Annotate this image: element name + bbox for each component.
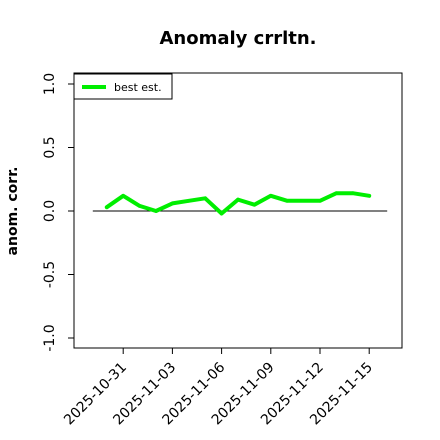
series-points (105, 191, 372, 216)
data-point-0 (105, 205, 109, 209)
data-point-1 (121, 193, 125, 198)
y-tick-label-2: 0.0 (42, 200, 58, 222)
data-point-6 (203, 196, 207, 201)
legend: best est. (73, 73, 173, 100)
x-axis: 2025-10-312025-11-032025-11-062025-11-09… (61, 348, 376, 428)
series-best-est-line (104, 191, 372, 216)
data-point-7 (219, 211, 224, 216)
y-tick-label-0: -1.0 (42, 324, 58, 351)
data-point-13 (334, 191, 339, 196)
legend-entry-best-est: best est. (114, 81, 162, 94)
data-point-14 (351, 191, 355, 196)
data-point-3 (154, 209, 158, 213)
y-axis: -1.0 -0.5 0.0 0.5 1.0 (42, 73, 74, 352)
data-point-10 (269, 193, 273, 198)
data-point-9 (252, 202, 257, 207)
y-tick-label-1: -0.5 (42, 261, 58, 288)
y-tick-label-4: 1.0 (42, 73, 58, 95)
data-point-4 (170, 201, 175, 206)
data-point-8 (236, 197, 240, 202)
data-point-5 (187, 199, 191, 203)
y-tick-label-3: 0.5 (42, 136, 58, 158)
data-point-2 (137, 204, 142, 208)
data-point-11 (285, 199, 290, 203)
data-point-12 (318, 199, 322, 203)
chart-title: Anomaly crrltn. (159, 28, 316, 49)
data-point-15 (367, 193, 372, 198)
y-axis-label: anom. corr. (5, 167, 21, 256)
